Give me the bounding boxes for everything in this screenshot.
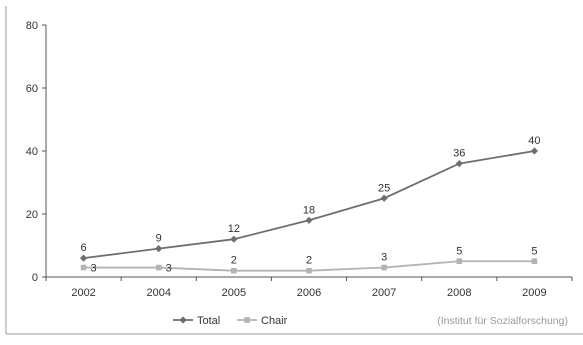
total-data-label: 18 <box>303 204 315 216</box>
y-tick-label: 20 <box>26 209 38 221</box>
total-data-label: 25 <box>378 182 390 194</box>
legend-item-chair: Chair <box>237 315 288 327</box>
total-data-label: 12 <box>228 223 240 235</box>
chair-point <box>231 267 237 274</box>
chair-point <box>306 267 312 274</box>
legend-swatch-marker <box>179 316 187 324</box>
chair-data-label: 3 <box>381 252 387 264</box>
x-tick-label: 2005 <box>222 287 246 299</box>
y-tick-label: 0 <box>32 272 38 284</box>
chair-point <box>80 264 87 271</box>
total-data-label: 6 <box>81 242 87 254</box>
total-data-label: 9 <box>156 233 162 245</box>
legend-swatch-marker <box>244 317 250 323</box>
total-point <box>305 216 313 224</box>
chair-point <box>456 258 463 265</box>
y-tick-label: 40 <box>26 146 38 158</box>
x-tick-label: 2007 <box>372 287 396 299</box>
x-tick-label: 2009 <box>522 287 546 299</box>
chair-data-label: 5 <box>531 245 537 257</box>
legend-item-total: Total <box>173 315 220 327</box>
y-tick-label: 60 <box>26 83 38 95</box>
chair-data-label: 2 <box>306 255 312 267</box>
x-tick-label: 2006 <box>297 287 321 299</box>
total-point <box>155 245 163 253</box>
chair-data-label: 5 <box>456 245 462 257</box>
series-chair <box>80 258 538 274</box>
x-tick-label: 2002 <box>71 287 95 299</box>
legend-label: Total <box>197 315 220 327</box>
x-tick-label: 2008 <box>447 287 471 299</box>
chair-point <box>155 264 162 271</box>
chair-data-label: 2 <box>231 255 237 267</box>
y-tick-label: 80 <box>26 20 38 32</box>
chair-point <box>531 258 538 265</box>
total-point <box>530 147 539 155</box>
chair-data-label: 3 <box>91 263 97 275</box>
total-point <box>380 194 388 202</box>
chair-data-label: 3 <box>166 263 172 275</box>
total-point <box>455 160 463 168</box>
chair-point <box>381 264 387 271</box>
legend-label: Chair <box>261 315 288 327</box>
total-data-label: 40 <box>528 135 540 147</box>
source-note: (Institut für Sozialforschung) <box>437 315 568 327</box>
total-data-label: 36 <box>453 148 465 160</box>
total-point <box>79 254 88 262</box>
x-tick-label: 2004 <box>146 287 170 299</box>
series-total <box>79 147 539 262</box>
total-point <box>230 235 238 243</box>
